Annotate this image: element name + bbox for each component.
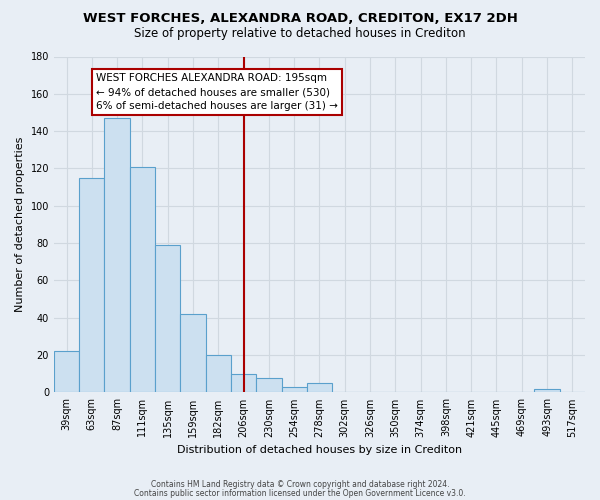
Y-axis label: Number of detached properties: Number of detached properties: [15, 137, 25, 312]
Text: Contains HM Land Registry data © Crown copyright and database right 2024.: Contains HM Land Registry data © Crown c…: [151, 480, 449, 489]
Bar: [130, 166, 155, 392]
Text: WEST FORCHES ALEXANDRA ROAD: 195sqm
← 94% of detached houses are smaller (530)
6: WEST FORCHES ALEXANDRA ROAD: 195sqm ← 94…: [97, 74, 338, 112]
Bar: [104, 118, 130, 392]
Bar: [181, 314, 206, 392]
Bar: [206, 355, 231, 393]
Text: Contains public sector information licensed under the Open Government Licence v3: Contains public sector information licen…: [134, 488, 466, 498]
Text: Size of property relative to detached houses in Crediton: Size of property relative to detached ho…: [134, 28, 466, 40]
Bar: [231, 374, 256, 392]
Bar: [155, 245, 181, 392]
Bar: [307, 383, 332, 392]
Bar: [256, 378, 281, 392]
Bar: [535, 388, 560, 392]
Bar: [79, 178, 104, 392]
Text: WEST FORCHES, ALEXANDRA ROAD, CREDITON, EX17 2DH: WEST FORCHES, ALEXANDRA ROAD, CREDITON, …: [83, 12, 517, 26]
Bar: [54, 352, 79, 393]
X-axis label: Distribution of detached houses by size in Crediton: Distribution of detached houses by size …: [177, 445, 462, 455]
Bar: [281, 387, 307, 392]
